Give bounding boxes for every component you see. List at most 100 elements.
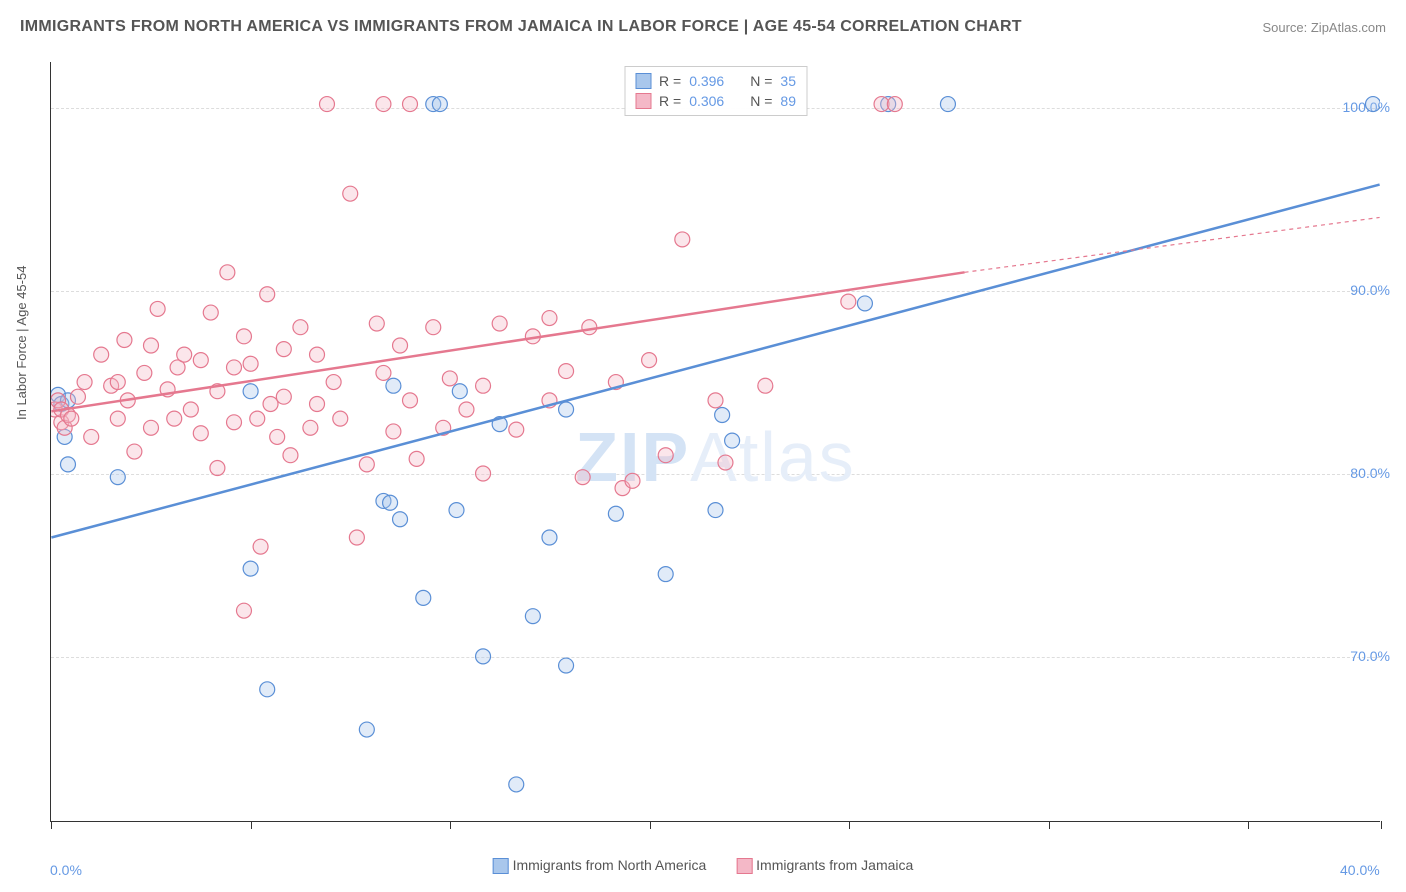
data-point-jm <box>144 420 159 435</box>
data-point-na <box>559 402 574 417</box>
data-point-jm <box>386 424 401 439</box>
legend-r-value-jm: 0.306 <box>689 93 724 109</box>
data-point-jm <box>426 320 441 335</box>
data-point-na <box>1365 97 1380 112</box>
source-name: ZipAtlas.com <box>1311 20 1386 35</box>
data-point-na <box>449 503 464 518</box>
data-point-jm <box>110 375 125 390</box>
data-point-jm <box>333 411 348 426</box>
xtick <box>849 821 850 829</box>
data-point-jm <box>343 186 358 201</box>
data-point-jm <box>236 603 251 618</box>
data-point-jm <box>310 347 325 362</box>
data-point-jm <box>476 378 491 393</box>
data-point-jm <box>110 411 125 426</box>
data-point-jm <box>293 320 308 335</box>
data-point-jm <box>220 265 235 280</box>
xtick <box>251 821 252 829</box>
data-point-na <box>452 384 467 399</box>
legend-swatch-na <box>493 858 509 874</box>
legend-label-jm: Immigrants from Jamaica <box>756 857 913 873</box>
data-point-jm <box>210 461 225 476</box>
legend-item-na: Immigrants from North America <box>493 857 707 874</box>
data-point-jm <box>203 305 218 320</box>
legend-row-na: R = 0.396 N = 35 <box>635 71 796 91</box>
data-point-jm <box>77 375 92 390</box>
data-point-na <box>725 433 740 448</box>
data-point-na <box>260 682 275 697</box>
legend-n-label: N = <box>750 73 772 89</box>
data-point-jm <box>575 470 590 485</box>
data-point-jm <box>227 415 242 430</box>
data-point-jm <box>260 287 275 302</box>
data-point-jm <box>127 444 142 459</box>
data-point-jm <box>359 457 374 472</box>
data-point-na <box>542 530 557 545</box>
data-point-jm <box>476 466 491 481</box>
data-point-jm <box>409 451 424 466</box>
data-point-na <box>416 590 431 605</box>
data-point-na <box>857 296 872 311</box>
legend-row-jm: R = 0.306 N = 89 <box>635 91 796 111</box>
data-point-jm <box>150 301 165 316</box>
data-point-na <box>383 495 398 510</box>
data-point-jm <box>349 530 364 545</box>
series-legend: Immigrants from North America Immigrants… <box>493 857 914 874</box>
data-point-jm <box>253 539 268 554</box>
data-point-jm <box>167 411 182 426</box>
source-attribution: Source: ZipAtlas.com <box>1262 20 1386 35</box>
xtick <box>450 821 451 829</box>
data-point-jm <box>193 353 208 368</box>
data-point-jm <box>326 375 341 390</box>
data-point-jm <box>758 378 773 393</box>
data-point-na <box>525 609 540 624</box>
data-point-jm <box>236 329 251 344</box>
data-point-jm <box>492 316 507 331</box>
data-point-na <box>608 506 623 521</box>
data-point-na <box>432 97 447 112</box>
xtick <box>650 821 651 829</box>
chart-svg <box>51 62 1380 821</box>
data-point-jm <box>708 393 723 408</box>
data-point-jm <box>542 311 557 326</box>
data-point-jm <box>442 371 457 386</box>
data-point-jm <box>376 365 391 380</box>
data-point-na <box>476 649 491 664</box>
data-point-jm <box>227 360 242 375</box>
data-point-jm <box>887 97 902 112</box>
data-point-na <box>708 503 723 518</box>
legend-r-value-na: 0.396 <box>689 73 724 89</box>
plot-area: ZIPAtlas R = 0.396 N = 35 R = 0.306 N = … <box>50 62 1380 822</box>
legend-n-label: N = <box>750 93 772 109</box>
legend-r-label: R = <box>659 73 681 89</box>
data-point-na <box>393 512 408 527</box>
data-point-jm <box>70 389 85 404</box>
xtick <box>1248 821 1249 829</box>
data-point-jm <box>276 342 291 357</box>
correlation-legend: R = 0.396 N = 35 R = 0.306 N = 89 <box>624 66 807 116</box>
xtick <box>1381 821 1382 829</box>
trendline-ext-jm <box>965 217 1380 272</box>
data-point-jm <box>403 97 418 112</box>
data-point-jm <box>183 402 198 417</box>
data-point-na <box>243 561 258 576</box>
data-point-jm <box>319 97 334 112</box>
data-point-jm <box>270 429 285 444</box>
data-point-jm <box>841 294 856 309</box>
data-point-jm <box>117 333 132 348</box>
data-point-jm <box>369 316 384 331</box>
data-point-jm <box>263 397 278 412</box>
data-point-na <box>110 470 125 485</box>
data-point-jm <box>250 411 265 426</box>
data-point-jm <box>276 389 291 404</box>
xtick-label: 40.0% <box>1340 862 1380 878</box>
data-point-na <box>386 378 401 393</box>
data-point-jm <box>144 338 159 353</box>
legend-swatch-jm <box>635 93 651 109</box>
data-point-jm <box>459 402 474 417</box>
xtick <box>1049 821 1050 829</box>
legend-swatch-jm <box>736 858 752 874</box>
legend-n-value-jm: 89 <box>780 93 796 109</box>
data-point-jm <box>658 448 673 463</box>
data-point-jm <box>559 364 574 379</box>
